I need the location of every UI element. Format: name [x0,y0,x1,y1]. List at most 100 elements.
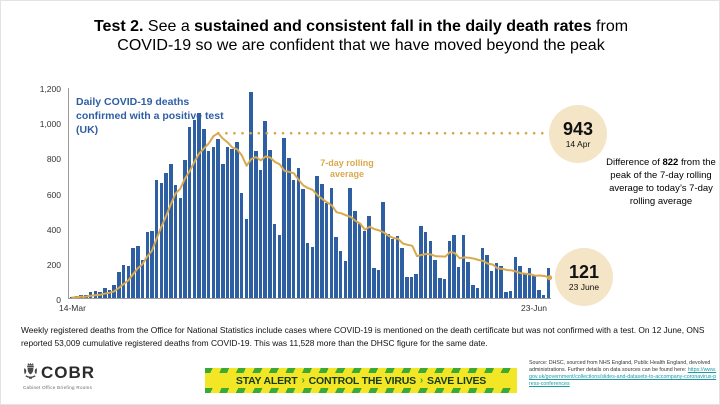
bar [537,290,541,298]
banner-save-lives: SAVE LIVES [427,374,487,387]
bar [320,183,324,298]
bar [357,222,362,298]
bar [263,121,267,298]
x-axis-start-label: 14-Mar [59,303,86,313]
bar [508,291,513,298]
bar [206,150,211,298]
bar [513,257,518,298]
bar [447,241,451,298]
source-note: Source: DHSC, sourced from NHS England, … [529,360,717,387]
bar [428,241,433,298]
bar [121,265,126,298]
bar [348,187,352,298]
bar [183,159,187,298]
rolling-average-label: 7-day rolling average [320,158,374,179]
bar [324,203,329,298]
bar [216,138,220,298]
daily-deaths-bars [70,87,551,298]
bar [140,260,145,298]
bar [221,164,225,298]
bar [438,278,442,298]
bar [211,146,216,298]
bar [291,179,296,298]
bar [173,184,178,298]
cobr-wordmark: COBR [41,363,96,382]
bar [305,242,310,298]
line-end-dot [547,275,553,281]
bar [159,183,164,298]
bar [523,274,527,298]
y-tick-label: 600 [46,189,61,200]
chart-plot-area [68,87,554,299]
bar [461,235,466,298]
bar [390,238,395,298]
y-tick-label: 200 [46,259,61,270]
bar [315,176,319,298]
bar [202,129,206,298]
title-test-label: Test 2. [93,18,144,35]
bar [136,246,140,298]
bar [475,288,480,298]
bar [518,265,522,298]
latest-value-badge: 121 23 June [555,248,613,306]
bar [107,289,112,298]
bar [409,276,414,298]
y-tick-label: 1,000 [39,119,61,130]
banner-stripe-top [205,368,517,373]
peak-value-badge: 943 14 Apr [549,105,607,163]
bar [419,225,423,298]
bar [433,260,437,298]
bar [230,149,234,298]
bar [494,262,499,298]
difference-note: Difference of 822 from the peak of the 7… [606,157,716,207]
x-axis-end-label: 23-Jun [521,303,547,313]
source-link[interactable]: https://www.gov.uk/government/collection… [529,367,717,387]
bar [310,247,315,298]
y-tick-label: 800 [46,154,61,165]
bar [150,230,154,298]
bar [442,278,447,298]
difference-value: 822 [662,157,679,168]
bar [338,250,343,298]
bar [546,267,551,298]
bar [499,266,503,298]
bar [527,267,532,298]
bar [244,219,249,298]
bar [249,91,253,298]
bar [367,215,371,298]
bar [145,232,149,298]
y-tick-label: 1,200 [39,84,61,94]
y-tick-label: 0 [56,295,61,305]
bar [541,295,546,298]
royal-crest-icon [23,362,38,384]
bar [362,230,367,298]
cobr-logo: COBR Cabinet Office Briefing Rooms [23,362,113,390]
bar [258,170,263,298]
y-tick-label: 400 [46,224,61,235]
bar [282,138,286,298]
stay-alert-banner: STAY ALERT › CONTROL THE VIRUS › SAVE LI… [205,368,517,393]
bar [235,141,239,298]
latest-date: 23 June [568,281,600,292]
bar [164,172,168,298]
bar [372,268,376,298]
chevron-right-icon: › [301,375,305,386]
bar [456,267,461,298]
bar [532,275,536,298]
bar [504,291,508,298]
chart-series-label: Daily COVID-19 deaths confirmed with a p… [76,96,224,136]
bar [376,269,381,298]
bar [254,150,258,298]
bar [192,120,197,298]
peak-value: 943 [562,118,594,139]
chevron-right-icon: › [419,375,424,386]
bar [466,262,470,298]
bar [225,146,230,298]
bar [197,113,201,298]
bar [343,261,348,298]
bar [400,248,404,298]
bar [117,271,121,298]
bar [423,231,428,298]
bar [178,198,183,298]
banner-stripe-bottom [205,388,517,393]
